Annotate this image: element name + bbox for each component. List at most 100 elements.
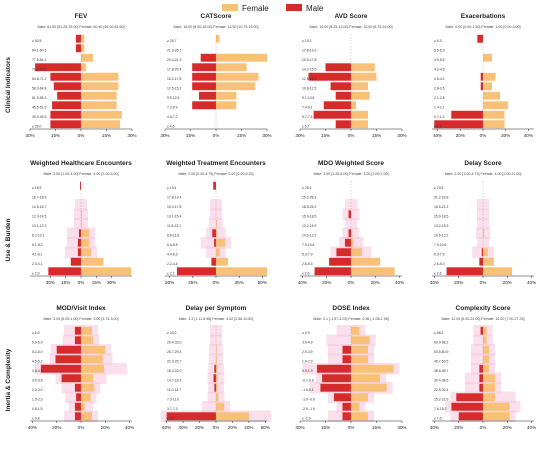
category-label: 21.2-23.8 <box>434 196 448 200</box>
bar-male <box>317 364 351 373</box>
x-tick-label: 20% <box>454 425 463 430</box>
bar-female <box>483 110 505 119</box>
category-label: 8.8-11.8 <box>167 234 179 238</box>
x-tick-label: 40% <box>527 425 536 430</box>
category-label: 38.6-45.7 <box>434 369 448 373</box>
category-label: 20.4-21.3 <box>167 58 181 62</box>
category-label: 15.9-18.5 <box>434 215 448 219</box>
category-label: ≤ 3.7 <box>167 417 175 421</box>
category-label: 10.8-12.5 <box>302 87 316 91</box>
bar-female <box>81 229 90 238</box>
legend-label-female: Female <box>242 4 269 13</box>
panel-title: Delay per Symptom <box>186 305 247 312</box>
bar-male <box>335 120 351 129</box>
bar-male <box>342 402 351 411</box>
bar-female <box>351 393 368 402</box>
bar-female <box>351 336 370 345</box>
bar-female <box>81 110 122 119</box>
category-label: 2.3-3.0 <box>32 388 43 392</box>
bar-male <box>74 336 81 345</box>
bar-female <box>216 248 220 257</box>
bar-female <box>351 120 368 129</box>
bar-male <box>177 267 216 276</box>
x-tick-label: 30% <box>160 133 169 138</box>
bar-male <box>75 44 81 53</box>
category-label: 13.2-15.9 <box>302 224 316 228</box>
bar-male <box>166 412 216 421</box>
category-label: 12.5-14.2 <box>302 77 316 81</box>
bar-male <box>456 393 483 402</box>
bar-male <box>214 383 216 392</box>
panel-10: Delay per Symptom Male: 3.3 [1.11-5.96] F… <box>160 305 272 430</box>
bar-female <box>81 72 119 81</box>
category-label: 7.9-10.6 <box>302 243 315 247</box>
x-tick-label: 20% <box>228 425 237 430</box>
row-label-inertia: Inertia & Complexity <box>5 348 12 411</box>
category-label: -1.0-0.1 <box>302 388 314 392</box>
category-label: 3.0-3.8 <box>32 379 43 383</box>
bar-female <box>351 412 368 421</box>
bar-male <box>214 364 216 373</box>
x-tick-label: 15% <box>186 133 195 138</box>
bar-male <box>75 34 81 43</box>
category-label: 14.5-16.7 <box>32 205 46 209</box>
category-label: 12.3-14.5 <box>32 215 46 219</box>
category-label: 39.0-45.5 <box>32 115 46 119</box>
category-label: ≥ 6.9 <box>32 331 40 335</box>
median-text: Male: 2.00 [0.00-4.75] Female: 2.00 [0.0… <box>178 172 253 176</box>
panel-4: Exacerbations Male: 0.00 [0.00-1.50] Fema… <box>432 13 534 138</box>
bar-male <box>77 248 81 257</box>
bar-female <box>483 229 485 238</box>
bar-female <box>216 267 267 276</box>
bar-male <box>348 210 351 219</box>
bar-female <box>483 267 513 276</box>
panel-title: DOSE Index <box>332 305 370 312</box>
bar-male <box>211 257 216 266</box>
bar-female <box>351 374 380 383</box>
category-label: ≤ -2.9 <box>302 417 311 421</box>
bar-female <box>81 383 95 392</box>
bar-female <box>216 63 247 72</box>
bar-male <box>192 101 216 110</box>
bar-female <box>483 383 496 392</box>
category-label: -0.1-0.9 <box>302 379 314 383</box>
category-label: 7.4-9.1 <box>302 106 313 110</box>
bar-male <box>55 355 81 364</box>
bar-male <box>70 257 81 266</box>
category-label: 71.2-77.6 <box>32 68 46 72</box>
bar-male <box>74 402 81 411</box>
bar-male <box>214 238 216 247</box>
bar-male <box>199 91 216 100</box>
bar-male <box>50 110 81 119</box>
legend-swatch-male <box>286 4 302 11</box>
bar-male <box>308 72 351 81</box>
bar-male <box>40 364 81 373</box>
x-tick-label: 0% <box>78 133 85 138</box>
panel-1: FEV Male: 61.50 [51.25-75.00] Female: 60.… <box>25 13 136 138</box>
x-tick-label: 30% <box>295 425 304 430</box>
category-label: ≤ 7.6 <box>434 417 442 421</box>
bar-female <box>483 120 505 129</box>
bar-male <box>342 412 351 421</box>
x-tick-label: 40% <box>298 280 307 285</box>
category-label: 11.8-13.1 <box>167 224 181 228</box>
x-tick-label: 40% <box>178 425 187 430</box>
x-tick-label: 40% <box>395 280 404 285</box>
bar-female <box>351 82 368 91</box>
category-label: 7.3-11.0 <box>167 398 179 402</box>
panel-11: DOSE Index Male: 3.1 [-1.57-4.03] Female:… <box>295 305 406 430</box>
x-tick-label: 30% <box>25 133 34 138</box>
bar-male <box>78 229 81 238</box>
bar-female <box>483 402 510 411</box>
x-tick-label: 20% <box>322 280 331 285</box>
panel-3: AVD Score Male: 10.00 [8.25-13.00] Female… <box>295 13 406 138</box>
x-tick-label: 30% <box>397 133 406 138</box>
category-label: 18.5-21.2 <box>434 205 448 209</box>
category-label: 15.9-18.5 <box>302 215 316 219</box>
category-label: -2.9--1.9 <box>302 407 315 411</box>
median-text: Male: 3.3 [1.11-5.96] Female: 4.52 [2.56… <box>179 317 254 321</box>
bar-male <box>50 72 81 81</box>
category-label: 5.3-7.9 <box>302 253 313 257</box>
bar-male <box>480 82 483 91</box>
bar-female <box>351 383 387 392</box>
